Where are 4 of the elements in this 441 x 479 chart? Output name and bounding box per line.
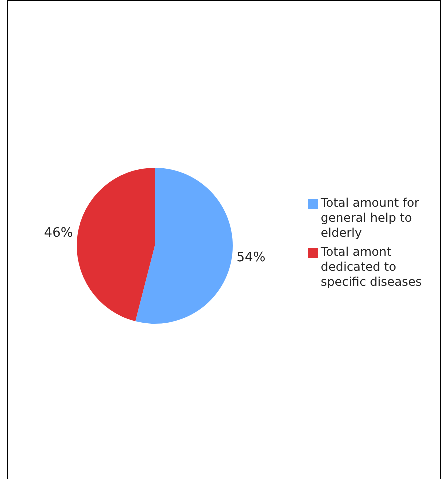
legend-label: Total amount for general help to elderly [321, 196, 420, 241]
data-label: 54% [236, 250, 266, 266]
legend-label: Total amont dedicated to specific diseases [321, 245, 423, 290]
data-label: 46% [44, 226, 74, 242]
